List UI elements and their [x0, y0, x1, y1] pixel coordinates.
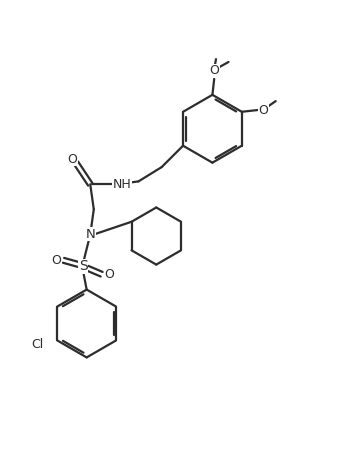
Text: O: O: [209, 65, 219, 77]
Text: O: O: [104, 268, 114, 281]
Text: O: O: [51, 254, 61, 267]
Text: O: O: [258, 104, 268, 117]
Text: NH: NH: [113, 178, 132, 191]
Text: N: N: [85, 228, 95, 241]
Text: S: S: [79, 260, 87, 273]
Text: Cl: Cl: [31, 337, 43, 350]
Text: O: O: [67, 153, 77, 166]
